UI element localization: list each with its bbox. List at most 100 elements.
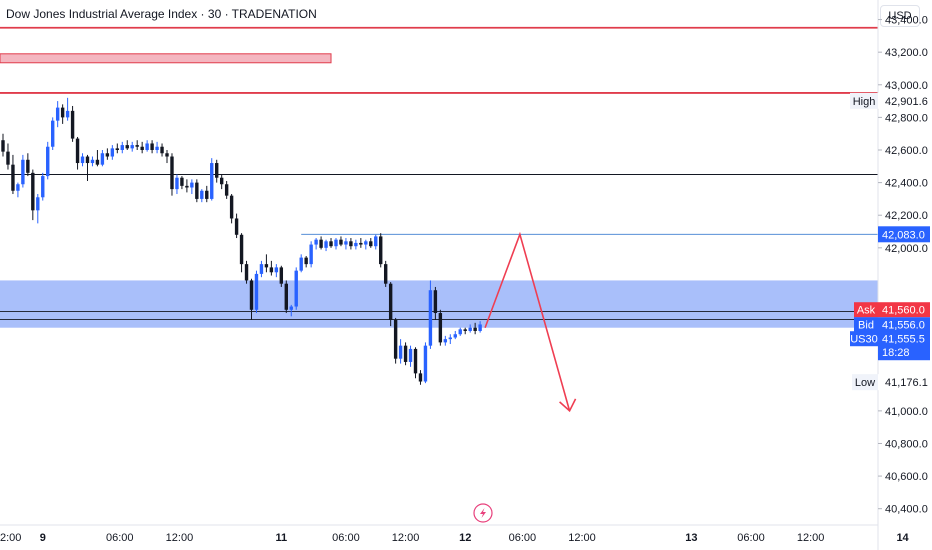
price-tag: US30 41,555.518:28 [850,331,930,361]
price-tick-label: 40,400.0 [885,504,928,516]
price-tick-label: 42,200.0 [885,210,928,222]
svg-text:US30: US30 [850,334,878,346]
candle [229,194,234,224]
price-tick-label: 43,400.0 [885,15,928,27]
candle [423,342,428,384]
candle [453,330,457,340]
time-tick-label: 2:00 [0,532,21,544]
time-tick-label: 14 [896,532,909,544]
candle [155,141,159,154]
price-tick-label: 42,000.0 [885,243,928,255]
price-labels-layer: High 42,901.6 42,083.0 Ask 41,560.0 Bid 41,556… [850,92,930,391]
candle [468,324,472,333]
projection-layer [484,231,577,413]
candle [254,270,259,314]
svg-text:High: High [853,96,876,108]
time-axis[interactable]: 2:00 9 06:00 12:00 11 06:00 12:00 12 06:00 12:00 1… [0,532,910,544]
svg-text:41,560.0: 41,560.0 [882,305,925,317]
time-tick-label: 9 [40,532,46,544]
candle [120,141,124,154]
price-tick-label: 40,800.0 [885,438,928,450]
candle [413,347,418,379]
lightning-icon[interactable] [473,503,493,523]
candle [1,133,5,157]
svg-text:Ask: Ask [857,305,876,317]
candle [70,105,75,142]
candle [100,150,105,167]
candle [165,150,169,164]
time-tick-label: 12:00 [392,532,420,544]
candle [398,339,403,364]
candle [26,153,30,177]
time-tick-label: 12:00 [797,532,825,544]
projection-arrowhead [559,398,577,413]
price-tick-label: 42,600.0 [885,145,928,157]
candle [259,260,264,278]
candle [224,180,229,199]
svg-text:18:28: 18:28 [882,347,910,359]
time-tick-label: 12:00 [166,532,194,544]
svg-text:Low: Low [855,377,875,389]
horizontal-lines-layer [0,26,878,235]
candle [239,233,244,273]
svg-text:42,901.6: 42,901.6 [885,96,928,108]
chart-title: Dow Jones Industrial Average Index · 30 … [6,7,317,21]
candle [294,267,298,310]
candle [463,327,467,335]
candle [304,255,308,268]
time-tick-label: 13 [685,532,697,544]
candle [339,236,343,247]
candle [393,317,398,364]
candle [443,335,448,346]
candle [60,104,65,124]
candle [264,254,269,273]
candle [458,327,462,336]
candle [55,101,60,128]
candle [170,153,174,196]
candle [269,260,274,276]
candle [150,140,154,154]
candle [140,141,144,154]
price-tag: Ask 41,560.0 [854,302,930,318]
candle [210,158,214,201]
svg-text:41,555.5: 41,555.5 [882,334,925,346]
candle [16,182,20,198]
candle [299,254,303,273]
candle [175,174,179,195]
candle [284,280,288,314]
candle [383,260,388,287]
projection-path [484,231,571,412]
candle [244,260,249,284]
candle [95,150,100,167]
candles-layer [1,97,482,385]
candle [200,189,204,203]
candle [364,239,368,250]
svg-text:41,176.1: 41,176.1 [885,377,928,389]
price-tick-label: 42,800.0 [885,112,928,124]
candle [185,179,189,193]
time-tick-label: 06:00 [332,532,360,544]
candle [130,141,134,152]
candle [388,282,393,327]
candle [319,236,323,250]
candle [46,141,50,180]
svg-text:Bid: Bid [858,320,874,332]
price-tag: Bid 41,556.0 [854,317,930,333]
candle [51,117,55,150]
price-axis[interactable]: 43,400.0 43,200.0 43,000.0 42,800.0 42,600.0… [878,15,928,516]
candle [408,345,413,367]
candle [90,156,95,167]
currency-button[interactable]: USD [880,5,920,27]
candle [6,143,10,170]
candle [433,286,438,320]
candle [36,194,40,224]
candle [478,321,482,333]
candle [80,153,85,167]
candle [75,136,80,170]
time-tick-label: 06:00 [509,532,537,544]
candle [205,185,209,203]
candle [215,159,219,183]
candle [31,169,35,221]
